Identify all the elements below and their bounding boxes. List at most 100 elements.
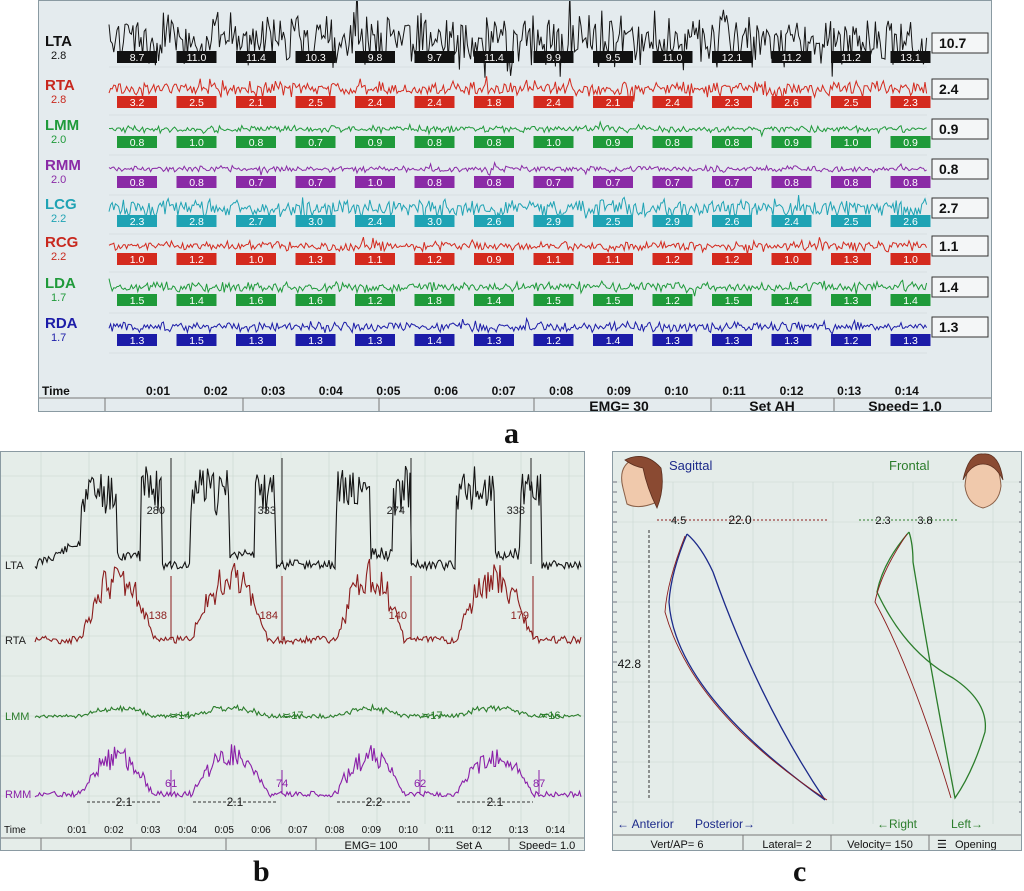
- value-box: [593, 176, 633, 188]
- x-tick-label: 0:06: [434, 384, 458, 398]
- rta-amplitude-label: 140: [389, 610, 407, 622]
- channel-gain: 1.7: [51, 332, 66, 344]
- lmm-amplitude-label: ≍17: [282, 710, 303, 722]
- value-box: [890, 294, 931, 306]
- value-box: [117, 176, 157, 188]
- value-label: 9.7: [427, 52, 442, 64]
- value-label: 1.4: [784, 295, 799, 307]
- value-box: [712, 215, 752, 227]
- value-box: [176, 51, 217, 63]
- value-label: 1.1: [606, 254, 621, 266]
- sagittal-axis-right: Posterior→: [695, 817, 755, 831]
- value-box: [355, 334, 395, 346]
- value-box: [474, 294, 514, 306]
- value-label: 2.1: [249, 97, 264, 109]
- value-box: [117, 215, 157, 227]
- value-box: [414, 176, 455, 188]
- panel-label-a: a: [504, 417, 519, 450]
- value-box: [414, 294, 455, 306]
- value-label: 2.4: [546, 97, 561, 109]
- value-label: 0.7: [606, 177, 621, 189]
- value-box: [831, 96, 871, 108]
- value-box: [355, 176, 395, 188]
- rmm-amplitude-label: 74: [276, 778, 288, 790]
- value-label: 1.3: [130, 335, 145, 347]
- value-box: [176, 294, 217, 306]
- x-tick-label: 0:08: [325, 825, 345, 836]
- x-tick-label: 0:11: [436, 825, 455, 836]
- value-box: [355, 96, 395, 108]
- value-box: [652, 215, 693, 227]
- value-label: 1.3: [249, 335, 264, 347]
- value-label: 2.9: [665, 216, 680, 228]
- value-label: 1.4: [487, 295, 502, 307]
- x-tick-label: 0:06: [251, 825, 271, 836]
- value-label: 2.5: [308, 97, 323, 109]
- value-box: [414, 334, 455, 346]
- channel-name: LDA: [45, 275, 76, 292]
- value-box: [593, 215, 633, 227]
- value-box: [533, 96, 574, 108]
- value-label: 13.1: [900, 52, 921, 64]
- value-box: [712, 96, 752, 108]
- emg-trace-rta: [34, 558, 582, 646]
- value-box: [117, 96, 157, 108]
- value-label: 0.8: [130, 137, 145, 149]
- view-title-frontal: Frontal: [889, 458, 930, 473]
- value-label: 3.2: [130, 97, 145, 109]
- x-tick-label: 0:05: [376, 384, 400, 398]
- value-label: 1.2: [427, 254, 442, 266]
- value-box: [890, 334, 931, 346]
- value-box: [474, 253, 514, 265]
- value-box: [593, 96, 633, 108]
- menu-icon: ☰: [937, 839, 947, 851]
- value-box: [295, 294, 336, 306]
- value-label: 0.8: [189, 177, 204, 189]
- value-label: 0.7: [725, 177, 740, 189]
- value-label: 1.2: [725, 254, 740, 266]
- value-box: [474, 176, 514, 188]
- value-box: [295, 51, 336, 63]
- value-box: [533, 136, 574, 148]
- value-box: [533, 215, 574, 227]
- value-box: [236, 294, 276, 306]
- x-tick-label: 0:02: [104, 825, 124, 836]
- x-tick-label: 0:11: [722, 384, 746, 398]
- channel-gain: 2.2: [51, 251, 66, 263]
- value-label: 1.1: [546, 254, 561, 266]
- value-label: 1.0: [844, 137, 859, 149]
- value-label: 0.9: [784, 137, 799, 149]
- value-box: [771, 334, 812, 346]
- value-label: 2.5: [844, 97, 859, 109]
- summary-value: 2.7: [939, 200, 959, 216]
- channel-gain: 2.0: [51, 174, 66, 186]
- value-box: [712, 51, 752, 63]
- value-box: [176, 334, 217, 346]
- value-box: [831, 334, 871, 346]
- value-box: [652, 294, 693, 306]
- value-box: [474, 136, 514, 148]
- channel-gain: 1.7: [51, 292, 66, 304]
- value-box: [236, 96, 276, 108]
- value-label: 0.8: [844, 177, 859, 189]
- emg-trace-rmm: [34, 744, 582, 799]
- sagittal-trajectory-opening: [664, 535, 828, 801]
- hair-icon: [624, 456, 663, 509]
- value-label: 1.8: [487, 97, 502, 109]
- value-label: 1.5: [546, 295, 561, 307]
- value-label: 3.0: [308, 216, 323, 228]
- value-box: [176, 215, 217, 227]
- status-set: Set A: [456, 840, 483, 851]
- value-box: [295, 176, 336, 188]
- value-box: [593, 51, 633, 63]
- value-label: 1.0: [546, 137, 561, 149]
- lta-amplitude-label: 274: [387, 505, 405, 517]
- value-label: 0.8: [427, 177, 442, 189]
- summary-box: [931, 235, 989, 257]
- lta-amplitude-label: 338: [507, 505, 525, 517]
- value-box: [117, 136, 157, 148]
- value-label: 12.1: [722, 52, 743, 64]
- value-box: [355, 51, 395, 63]
- value-label: 1.1: [368, 254, 383, 266]
- lmm-amplitude-label: ≍14: [169, 710, 190, 722]
